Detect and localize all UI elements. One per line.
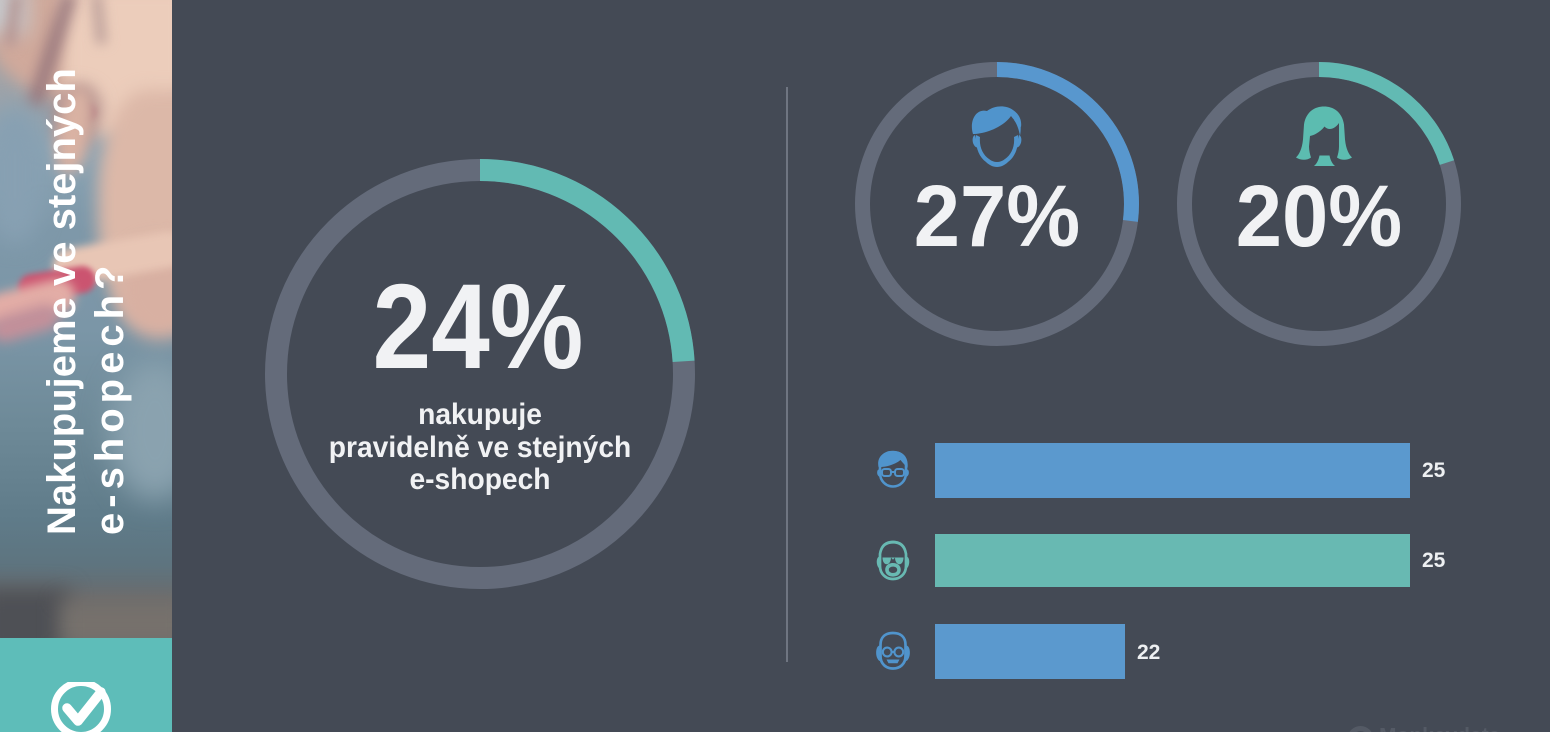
svg-text:Monkeydata: Monkeydata [1379,726,1501,732]
